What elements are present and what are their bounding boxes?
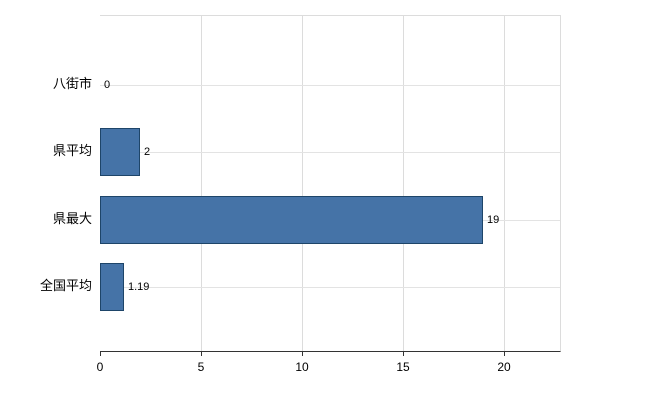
- gridline-vertical: [503, 16, 505, 351]
- gridline-horizontal: [100, 85, 560, 86]
- x-tick-label: 15: [396, 360, 410, 374]
- bar-全国平均: [100, 263, 124, 311]
- gridline-horizontal: [100, 287, 560, 288]
- x-tick-mark: [201, 351, 202, 356]
- x-tick-label: 5: [197, 360, 205, 374]
- x-tick-mark: [504, 351, 505, 356]
- gridline-vertical: [402, 16, 404, 351]
- x-tick-mark: [403, 351, 404, 356]
- category-label-八街市: 八街市: [52, 76, 92, 91]
- plot-area: 0 2 19 1.19: [100, 15, 561, 352]
- gridline-vertical: [200, 16, 202, 351]
- bar-県平均: [100, 128, 140, 176]
- bar-value-label: 0: [104, 79, 111, 91]
- x-tick-label: 10: [295, 360, 309, 374]
- x-tick-label: 0: [96, 360, 104, 374]
- bar-value-label: 2: [144, 146, 151, 158]
- category-label-県最大: 県最大: [52, 211, 92, 226]
- x-tick-mark: [302, 351, 303, 356]
- gridline-horizontal: [100, 152, 560, 153]
- bar-value-label: 1.19: [128, 281, 150, 293]
- x-tick-mark: [100, 351, 101, 356]
- bar-県最大: [100, 196, 483, 244]
- category-label-全国平均: 全国平均: [39, 278, 92, 293]
- bar-value-label: 19: [487, 214, 500, 226]
- gridline-vertical: [301, 16, 303, 351]
- category-label-県平均: 県平均: [52, 143, 92, 158]
- x-tick-label: 20: [497, 360, 511, 374]
